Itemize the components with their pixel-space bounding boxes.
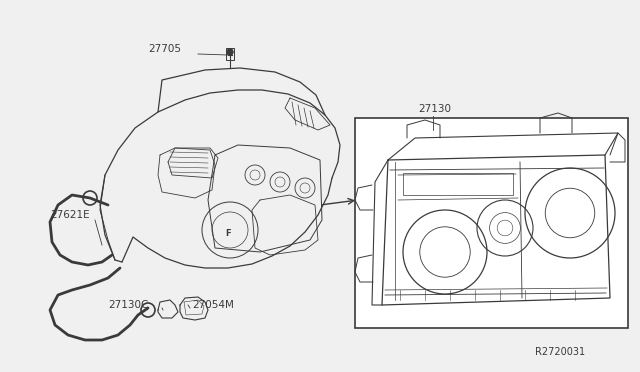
Bar (226, 48, 234, 60)
Bar (403, 173, 513, 195)
Bar (355, 118, 628, 328)
Text: 27130C: 27130C (108, 300, 148, 310)
Text: 27621E: 27621E (50, 210, 90, 220)
Text: F: F (225, 230, 231, 238)
Text: 27054M: 27054M (192, 300, 234, 310)
Text: 27130: 27130 (418, 104, 451, 114)
Circle shape (227, 49, 233, 55)
Text: 27705: 27705 (148, 44, 181, 54)
Text: R2720031: R2720031 (535, 347, 585, 357)
